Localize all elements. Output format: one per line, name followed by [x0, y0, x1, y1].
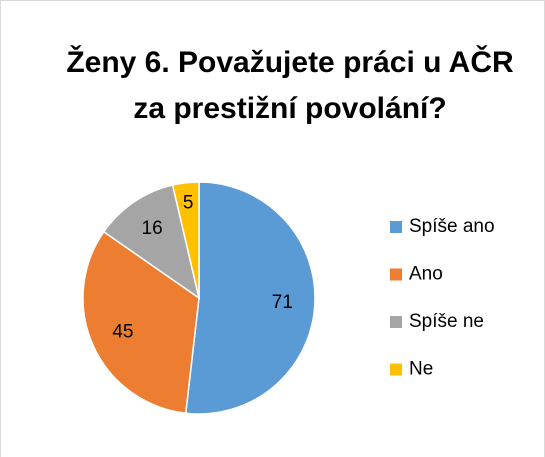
- data-label: 45: [112, 321, 133, 342]
- legend-label: Ano: [409, 264, 443, 285]
- legend-swatch: [390, 221, 402, 233]
- pie-slice: [171, 181, 200, 299]
- data-label: 71: [272, 292, 293, 313]
- legend-label: Spíše ano: [409, 216, 495, 237]
- legend-swatch: [390, 363, 402, 376]
- legend-swatch: [390, 268, 402, 281]
- data-label: 5: [183, 193, 194, 214]
- data-label: 16: [142, 218, 163, 239]
- pie-slice: [102, 184, 201, 300]
- legend-label: Ne: [409, 359, 433, 380]
- pie-slice: [82, 230, 200, 415]
- chart-title: Ženy 6. Považujete práci u AČR za presti…: [66, 46, 514, 125]
- pie-slice: [184, 181, 316, 415]
- legend-label: Spíše ne: [409, 311, 484, 332]
- legend-swatch: [390, 316, 402, 328]
